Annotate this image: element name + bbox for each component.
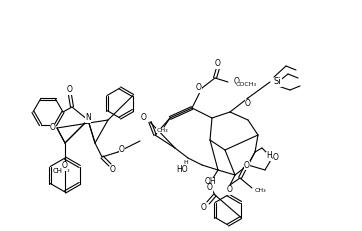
Text: O: O [245,98,251,107]
Text: O: O [50,124,56,133]
Text: CH: CH [53,168,63,174]
Text: HO: HO [176,164,188,173]
Text: O: O [67,85,73,94]
Text: O: O [196,83,202,92]
Text: O: O [62,161,68,170]
Text: Si: Si [274,77,282,86]
Text: O: O [227,185,233,195]
Text: O: O [201,203,207,212]
Text: O: O [273,154,279,162]
Text: CH₃: CH₃ [156,128,168,133]
Text: O: O [119,146,125,155]
Text: CH₃: CH₃ [254,188,266,192]
Text: O: O [141,113,147,122]
Text: H: H [184,159,188,164]
Text: O: O [110,165,116,174]
Text: O: O [244,161,250,170]
Text: O: O [234,77,240,86]
Text: O: O [215,60,221,69]
Text: OH: OH [204,177,216,186]
Text: H: H [266,152,272,161]
Text: COCH₃: COCH₃ [236,82,257,86]
Text: ₃: ₃ [67,168,69,173]
Text: O: O [207,183,213,192]
Text: N: N [85,113,91,122]
